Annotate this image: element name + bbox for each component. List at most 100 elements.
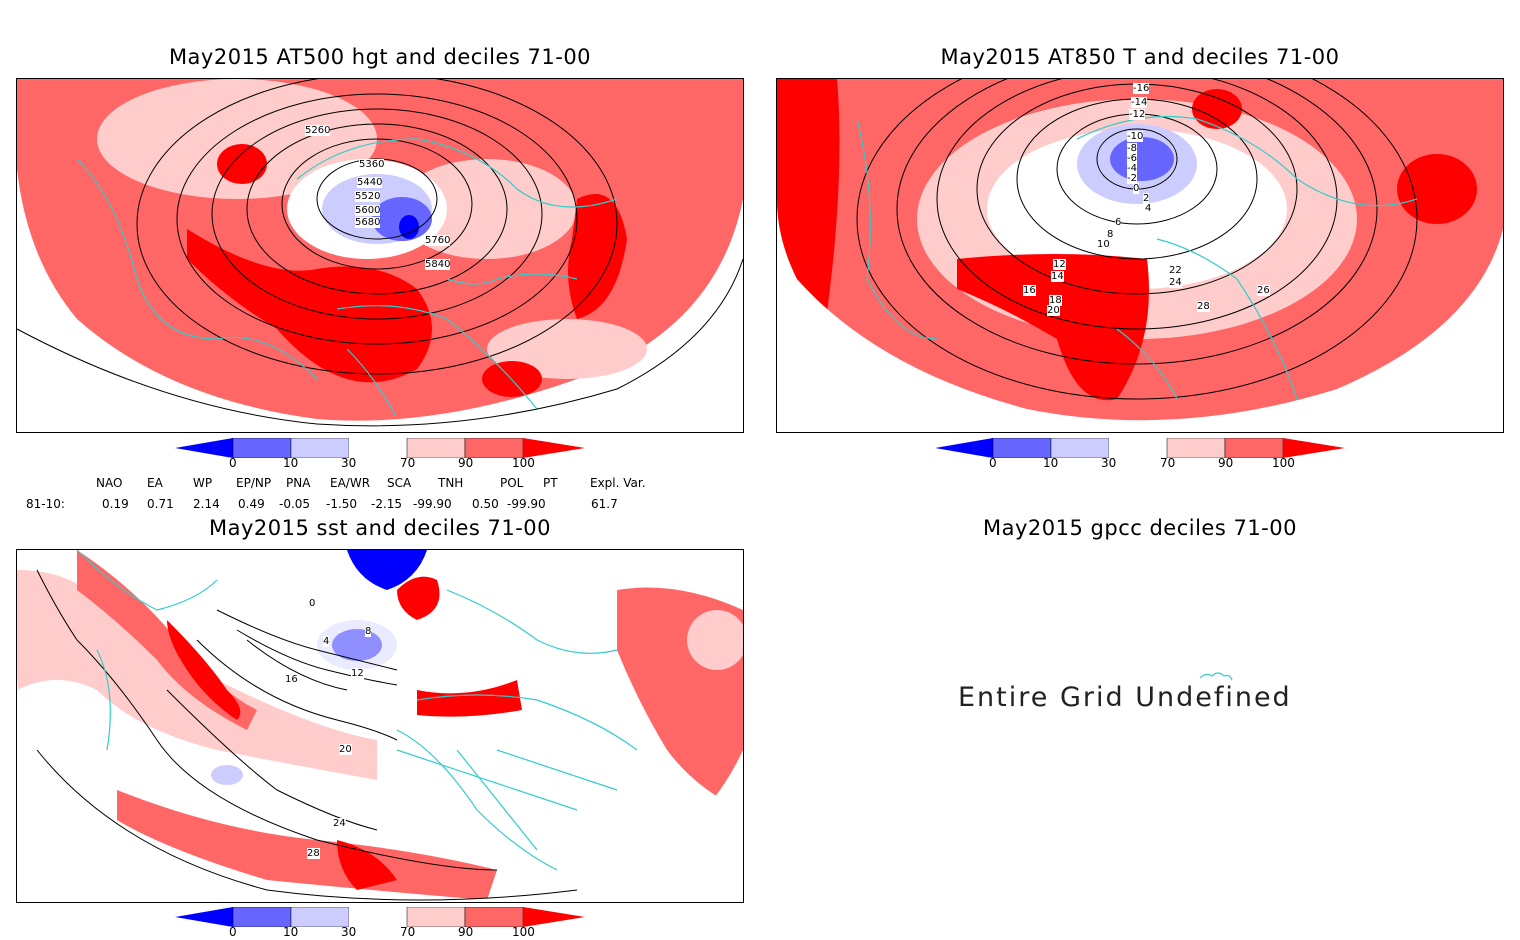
index-value: 0.71 [147, 497, 174, 511]
index-header: EA/WR [330, 476, 371, 490]
colorbar-cell-d90 [1224, 437, 1284, 459]
contour-label: -6 [1127, 153, 1137, 164]
index-header: NAO [96, 476, 123, 490]
contour-label: 28 [307, 848, 320, 859]
colorbar-tick-label: 30 [341, 456, 357, 470]
colorbar-tick-label: 70 [400, 456, 416, 470]
index-header: POL [500, 476, 524, 490]
index-value: 61.7 [591, 497, 618, 511]
coastlines [76, 550, 638, 871]
colorbar-tick-label: 30 [341, 925, 357, 939]
contour-label: 5760 [425, 235, 451, 246]
colorbar-panel3: 0 10 30 70 90 100 [175, 906, 585, 940]
colorbar-panel2: 0 10 30 70 90 100 [935, 437, 1345, 472]
contour-label: 28 [1197, 301, 1210, 312]
colorbar-panel1: 0 10 30 70 90 100 [175, 437, 585, 472]
decile-100-area [1192, 89, 1242, 129]
contour-label: 5680 [355, 217, 381, 228]
map-boundary [36, 749, 578, 901]
colorbar-tick-label: 100 [1272, 456, 1295, 470]
index-value: -2.15 [371, 497, 403, 511]
colorbar-cell-d0 [935, 438, 993, 458]
contour-label: 24 [333, 818, 346, 829]
colorbar-cell-d90 [464, 437, 524, 459]
decile-100-area [217, 144, 267, 184]
colorbar-cell-d100 [523, 907, 585, 927]
panel2-title: May2015 AT850 T and deciles 71-00 [940, 45, 1340, 69]
index-header: EA [147, 476, 163, 490]
map-boundary [17, 258, 743, 427]
panel4-title: May2015 gpcc deciles 71-00 [983, 516, 1297, 540]
index-header: SCA [387, 476, 412, 490]
decile-100-area [167, 620, 241, 720]
index-value: -1.50 [326, 497, 358, 511]
index-value: -0.05 [279, 497, 311, 511]
contour-label: 18 [1049, 295, 1062, 306]
index-header: EP/NP [236, 476, 272, 490]
contour-label: 5360 [359, 159, 385, 170]
neutral-area [987, 129, 1287, 289]
decile-0-area [347, 550, 427, 590]
decile-30-area [211, 765, 243, 785]
small-island-mark [1199, 672, 1233, 681]
contour-label: -4 [1127, 163, 1137, 174]
index-value: 0.49 [238, 497, 265, 511]
panel3-title: May2015 sst and deciles 71-00 [208, 516, 552, 540]
map-sst [17, 550, 743, 901]
colorbar-cell-d70 [406, 437, 466, 459]
colorbar-cell-d90 [464, 906, 524, 928]
height-contours [136, 79, 618, 375]
index-value: -99.90 [507, 497, 546, 511]
contour-label: 12 [351, 668, 364, 679]
decile-10-area [1110, 137, 1174, 181]
index-value: 0.50 [472, 497, 499, 511]
colorbar-tick-label: 90 [458, 456, 474, 470]
contour-label: 5520 [355, 191, 381, 202]
neutral-area [17, 550, 743, 900]
contour-label: 12 [1053, 259, 1066, 270]
contour-label: 10 [1097, 239, 1110, 250]
decile-100-area [777, 79, 840, 379]
contour-label: 0 [309, 598, 316, 609]
colorbar-cell-d70 [406, 906, 466, 928]
colorbar-cell-d30 [290, 906, 350, 928]
contour-label: 14 [1051, 271, 1064, 282]
colorbar-cell-d10 [992, 437, 1052, 459]
decile-70-area [397, 159, 577, 259]
contour-label: -16 [1133, 83, 1150, 94]
colorbar-cell-d0 [175, 438, 233, 458]
decile-100-area [1397, 154, 1477, 224]
index-header: WP [193, 476, 213, 490]
contour-label: 2 [1143, 193, 1150, 204]
map-at850-t [777, 79, 1503, 421]
decile-70-area [97, 79, 377, 199]
colorbar-cell-d10 [232, 437, 292, 459]
contour-label: -2 [1127, 173, 1137, 184]
contour-label: 16 [285, 674, 298, 685]
colorbar-tick-label: 70 [1160, 456, 1176, 470]
colorbar-cell-d30 [1050, 437, 1110, 459]
colorbar-tick-label: 10 [283, 456, 299, 470]
contour-label: 6 [1115, 217, 1122, 228]
contour-label: 5840 [425, 259, 451, 270]
colorbar-tick-label: 0 [989, 456, 997, 470]
panel1-title: May2015 AT500 hgt and deciles 71-00 [168, 45, 592, 69]
colorbar-tick-label: 0 [229, 925, 237, 939]
colorbar-tick-label: 10 [283, 925, 299, 939]
index-header: PT [543, 476, 558, 490]
colorbar-scale [175, 906, 585, 928]
contour-label: -14 [1131, 97, 1148, 108]
coastlines [76, 138, 618, 420]
contour-label: -8 [1127, 143, 1137, 154]
decile-90-area [117, 790, 497, 900]
contour-label: 0 [1133, 183, 1140, 194]
colorbar-tick-label: 90 [1218, 456, 1234, 470]
colorbar-tick-label: 100 [512, 456, 535, 470]
colorbar-tick-label: 100 [512, 925, 535, 939]
contour-label: 5440 [357, 177, 383, 188]
decile-100-area [397, 576, 440, 620]
colorbar-cell-neutral [1109, 438, 1167, 458]
decile-100-area [957, 254, 1149, 401]
colorbar-scale [175, 437, 585, 459]
colorbar-tick-label: 90 [458, 925, 474, 939]
